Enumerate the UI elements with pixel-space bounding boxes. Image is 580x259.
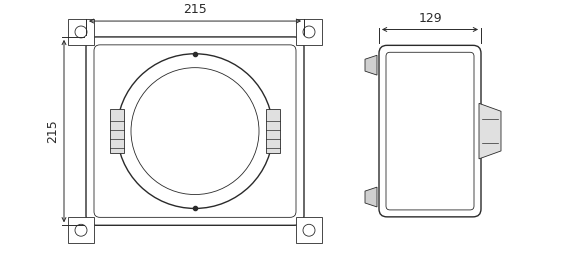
FancyArrowPatch shape	[90, 19, 300, 23]
Polygon shape	[110, 109, 124, 153]
FancyArrowPatch shape	[383, 27, 477, 31]
Circle shape	[117, 54, 273, 208]
Text: 215: 215	[46, 119, 59, 143]
Polygon shape	[479, 103, 501, 159]
Text: 215: 215	[183, 3, 207, 16]
FancyArrowPatch shape	[62, 41, 66, 221]
Polygon shape	[365, 55, 377, 75]
Polygon shape	[296, 19, 322, 45]
FancyBboxPatch shape	[386, 52, 474, 210]
Polygon shape	[68, 217, 94, 243]
FancyBboxPatch shape	[379, 45, 481, 217]
Polygon shape	[296, 217, 322, 243]
Polygon shape	[365, 187, 377, 207]
Polygon shape	[68, 19, 94, 45]
FancyBboxPatch shape	[94, 45, 296, 217]
Polygon shape	[266, 109, 280, 153]
Text: 129: 129	[418, 12, 442, 25]
FancyBboxPatch shape	[86, 37, 304, 225]
